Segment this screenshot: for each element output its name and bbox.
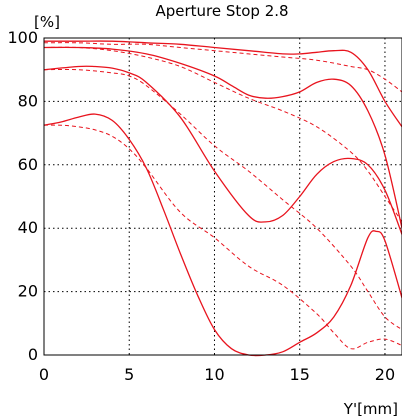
series-line-1-solid [43,40,402,128]
y-tick-label: 100 [7,28,38,47]
x-tick-label: 10 [204,365,224,384]
y-tick-label: 0 [28,345,38,364]
y-tick-label: 60 [18,155,38,174]
y-axis-label: [%] [34,13,60,31]
x-tick-label: 15 [290,365,310,384]
x-tick-label: 20 [375,365,395,384]
y-tick-label: 20 [18,282,38,301]
series-line-6-dashed [43,68,402,331]
y-tick-label: 40 [18,218,38,237]
series-line-4-dashed [43,46,402,223]
chart-title: Aperture Stop 2.8 [155,2,288,20]
x-axis-label: Y'[mm] [343,400,398,418]
tick-labels: 0 5 10 15 20 0 20 40 60 80 100 [7,28,395,384]
series-group [43,40,402,357]
series-line-2-dashed [43,42,402,93]
y-tick-label: 80 [18,91,38,110]
x-tick-label: 0 [39,365,49,384]
series-line-5-solid [43,65,402,235]
grid [44,38,402,355]
plot-frame [43,37,402,356]
series-line-3-solid [43,46,402,229]
x-tick-label: 5 [124,365,134,384]
series-line-7-solid [43,113,402,357]
